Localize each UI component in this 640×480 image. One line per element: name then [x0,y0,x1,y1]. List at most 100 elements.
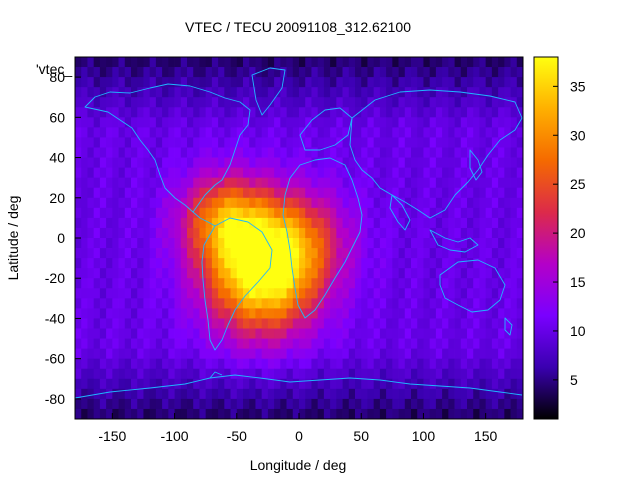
heatmap-cell [230,238,238,249]
heatmap-cell [267,388,275,400]
heatmap-cell [99,147,107,158]
heatmap-cell [112,328,119,339]
heatmap-cell [442,288,449,299]
heatmap-cell [479,77,487,88]
heatmap-cell [504,268,511,279]
heatmap-cell [211,137,219,148]
heatmap-cell [491,328,499,339]
heatmap-cell [243,288,250,299]
heatmap-cell [429,77,437,88]
heatmap-cell [162,288,169,299]
heatmap-cell [249,157,256,169]
heatmap-cell [255,77,263,88]
heatmap-cell [75,227,82,239]
heatmap-cell [199,338,207,350]
heatmap-cell [162,318,169,329]
heatmap-cell [249,368,256,380]
heatmap-cell [249,117,256,128]
heatmap-cell [168,408,175,420]
heatmap-cell [187,227,194,239]
heatmap-cell [311,117,319,128]
heatmap-cell [99,57,107,68]
heatmap-cell [274,117,281,128]
heatmap-cell [267,278,275,289]
heatmap-cell [510,408,518,420]
heatmap-cell [348,358,356,370]
heatmap-cell [292,67,300,78]
heatmap-cell [249,187,256,199]
heatmap-cell [236,137,244,148]
heatmap-cell [81,408,88,420]
heatmap-cell [355,227,362,239]
heatmap-cell [199,378,207,390]
heatmap-cell [373,328,381,339]
heatmap-cell [112,197,119,209]
heatmap-cell [174,157,182,169]
heatmap-cell [267,338,275,350]
heatmap-cell [342,318,350,329]
heatmap-cell [205,238,213,249]
heatmap-cell [404,167,412,179]
heatmap-cell [137,87,144,98]
heatmap-cell [143,278,151,289]
heatmap-cell [205,197,213,209]
heatmap-cell [106,258,113,269]
heatmap-cell [124,77,132,88]
heatmap-cell [379,87,387,98]
heatmap-cell [180,117,188,128]
heatmap-cell [131,368,138,380]
heatmap-cell [199,107,207,118]
heatmap-cell [386,217,393,229]
heatmap-cell [467,368,474,380]
heatmap-cell [187,278,194,289]
heatmap-cell [361,167,368,179]
heatmap-cell [75,348,82,360]
heatmap-cell [112,348,119,360]
heatmap-cell [317,398,325,410]
heatmap-cell [336,57,343,68]
heatmap-cell [261,67,269,78]
heatmap-cell [355,177,362,189]
heatmap-cell [255,318,263,329]
heatmap-cell [236,238,244,249]
heatmap-cell [75,177,82,189]
heatmap-cell [267,358,275,370]
heatmap-cell [75,358,82,370]
heatmap-cell [510,318,518,329]
heatmap-cell [224,398,231,410]
heatmap-cell [411,268,418,279]
heatmap-cell [93,268,101,279]
heatmap-cell [342,278,350,289]
heatmap-cell [112,408,119,420]
heatmap-cell [435,57,443,68]
heatmap-cell [510,348,518,360]
y-tick-label: 40 [49,150,65,166]
heatmap-cell [99,288,107,299]
heatmap-cell [218,207,225,219]
heatmap-cell [174,207,182,219]
heatmap-cell [348,227,356,239]
heatmap-cell [467,358,474,370]
heatmap-cell [93,328,101,339]
heatmap-cell [199,358,207,370]
heatmap-cell [106,288,113,299]
heatmap-cell [311,127,319,138]
heatmap-cell [348,318,356,329]
heatmap-cell [448,227,455,239]
heatmap-cell [510,87,518,98]
heatmap-cell [193,217,200,229]
heatmap-cell [205,167,213,179]
heatmap-cell [423,57,431,68]
heatmap-cell [454,87,462,98]
heatmap-cell [168,197,175,209]
heatmap-cell [261,338,269,350]
heatmap-cell [292,97,300,108]
heatmap-cell [498,258,505,269]
heatmap-cell [174,358,182,370]
heatmap-cell [99,97,107,108]
heatmap-cell [373,388,381,400]
heatmap-cell [211,177,219,189]
heatmap-cell [398,97,406,108]
heatmap-cell [336,117,343,128]
heatmap-cell [299,167,306,179]
